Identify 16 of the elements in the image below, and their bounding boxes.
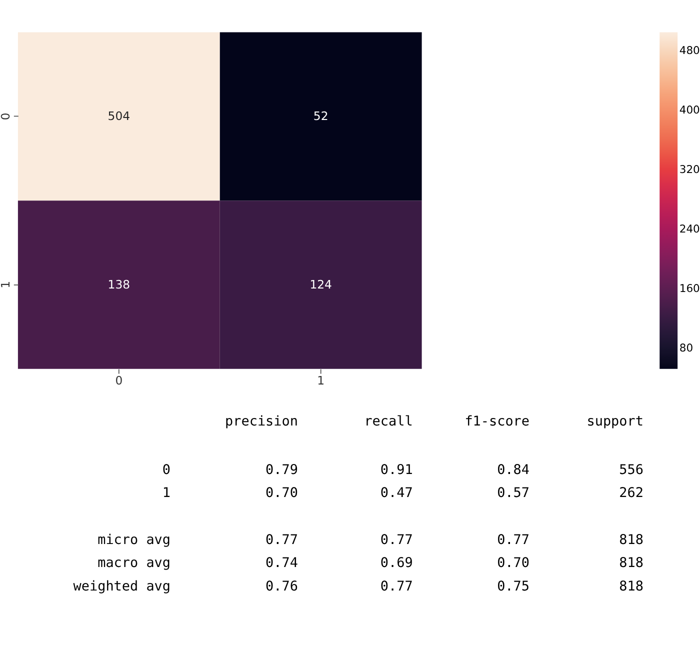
data-label: 138	[108, 277, 130, 292]
color-bar-label: 160	[679, 282, 700, 296]
text: macro avg 0.74 0.69 0.70 818	[98, 556, 644, 572]
text: micro avg 0.77 0.77 0.77 818	[98, 532, 644, 548]
color-bar-label: 400	[679, 103, 700, 116]
data-label: 124	[310, 277, 332, 292]
color-bar-label: 80	[679, 342, 694, 355]
text: weighted avg 0.76 0.77 0.75 818	[73, 580, 644, 595]
color-bar-label: 320	[679, 162, 700, 176]
color-bar-label: 240	[679, 222, 700, 236]
data-label: 52	[313, 109, 328, 124]
text: 1 0.70 0.47 0.57 262	[162, 486, 644, 502]
color-bar-label: 480	[679, 44, 700, 57]
data-label: 504	[108, 109, 130, 124]
text: 0 0.79 0.91 0.84 556	[162, 462, 644, 478]
text: precision recall f1-score support	[225, 414, 644, 430]
